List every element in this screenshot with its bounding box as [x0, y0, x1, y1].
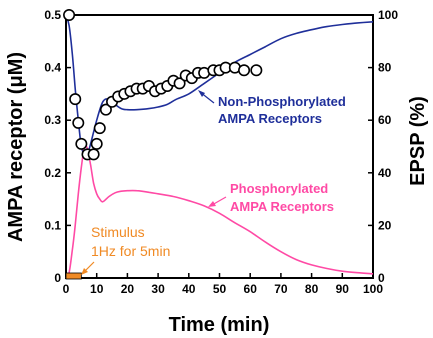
stimulus-label-line2: 1Hz for 5min: [91, 243, 170, 259]
x-tick-label: 80: [305, 282, 319, 296]
epsp-point: [90, 137, 103, 150]
x-tick-label: 60: [244, 282, 258, 296]
stimulus-bar: [65, 272, 82, 280]
epsp-scatter-points: [63, 9, 263, 161]
phos-label-line2: AMPA Receptors: [230, 199, 334, 214]
non-phos-label-line2: AMPA Receptors: [218, 111, 322, 126]
y-axis-right-label: EPSP (%): [407, 96, 429, 186]
non-phos-curve: [65, 14, 374, 157]
x-tick-label: 10: [90, 282, 104, 296]
epsp-point: [250, 64, 263, 77]
non-phos-pointer-arrowhead: [198, 90, 205, 97]
epsp-point: [72, 116, 85, 129]
epsp-point: [87, 148, 100, 161]
x-tick-label: 0: [63, 282, 70, 296]
x-tick-label: 30: [151, 282, 165, 296]
x-tick-label: 90: [336, 282, 350, 296]
epsp-point: [99, 103, 112, 116]
epsp-point: [173, 77, 186, 90]
y-right-tick-label: 80: [378, 61, 392, 75]
y-left-tick-label: 0.5: [44, 8, 61, 22]
epsp-point: [238, 64, 251, 77]
x-tick-label: 40: [182, 282, 196, 296]
x-tick-label: 50: [213, 282, 227, 296]
x-tick-label: 70: [274, 282, 288, 296]
epsp-point: [69, 93, 82, 106]
y-right-tick-label: 40: [378, 166, 392, 180]
phos-label-line1: Phosphorylated: [230, 181, 328, 196]
epsp-point: [75, 137, 88, 150]
y-left-tick-label: 0.3: [44, 113, 61, 127]
phos-pointer-arrowhead: [208, 201, 216, 207]
epsp-point: [63, 9, 76, 21]
y-left-tick-label: 0.4: [44, 61, 61, 75]
x-tick-label: 20: [121, 282, 135, 296]
y-left-tick-label: 0.2: [44, 166, 61, 180]
x-axis-ticks: 0 10 20 30 40 50 60 70 80 90 100: [63, 273, 383, 296]
y-right-tick-label: 60: [378, 113, 392, 127]
non-phos-label-line1: Non-Phosphorylated: [218, 94, 346, 109]
y-right-tick-label: 100: [378, 8, 398, 22]
y-axis-left-ticks: 0 0.1 0.2 0.3 0.4 0.5: [44, 8, 71, 285]
x-axis-label: Time (min): [169, 314, 270, 336]
y-axis-left-label: AMPA receptor (μM): [5, 52, 27, 242]
stimulus-label-line1: Stimulus: [91, 224, 145, 240]
stimulus-pointer-arrowhead: [81, 268, 88, 275]
y-right-tick-label: 20: [378, 218, 392, 232]
y-axis-right-ticks: 0 20 40 60 80 100: [368, 8, 398, 285]
y-left-tick-label: 0: [54, 271, 61, 285]
x-tick-label: 100: [363, 282, 383, 296]
stimulus-bar-group: [65, 272, 82, 280]
epsp-point: [93, 122, 106, 135]
y-right-tick-label: 0: [378, 271, 385, 285]
y-left-tick-label: 0.1: [44, 218, 61, 232]
